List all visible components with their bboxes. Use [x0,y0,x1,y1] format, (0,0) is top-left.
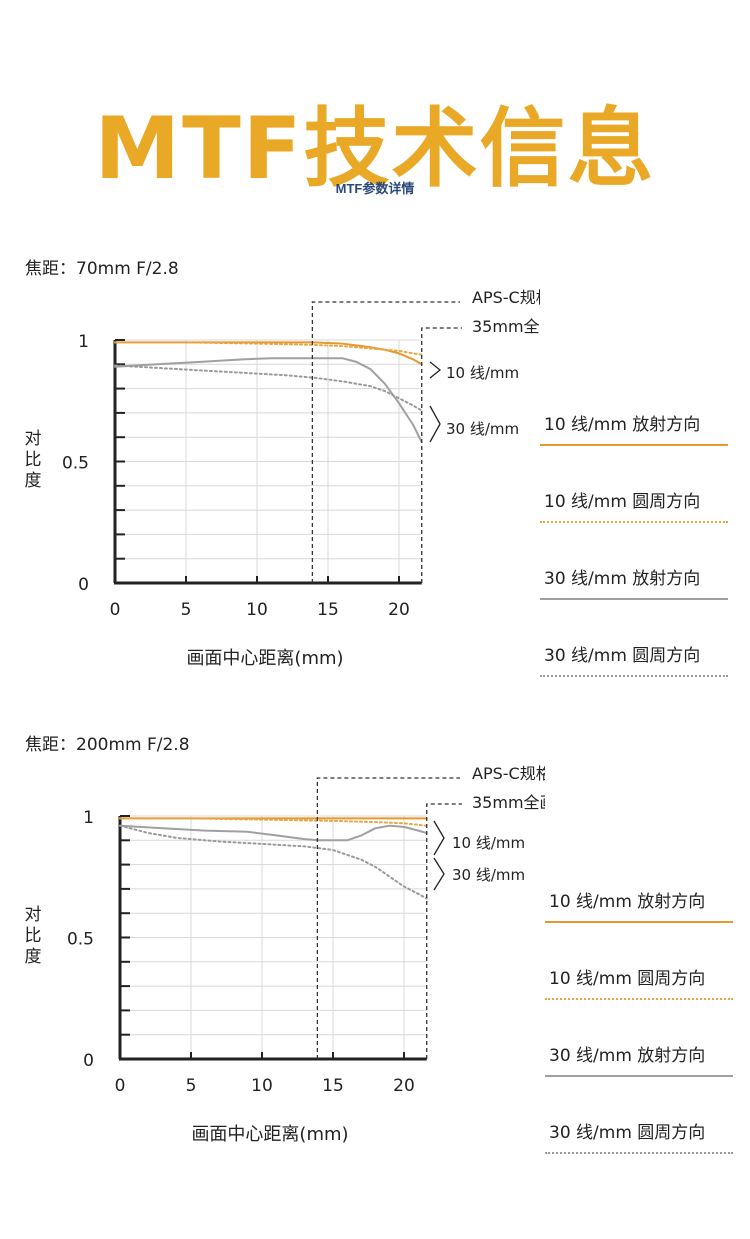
legend-item-30-radial: 30 线/mm 放射方向 [545,1041,733,1081]
legend-item-10-radial: 10 线/mm 放射方向 [545,887,733,927]
y-tick-label: 1 [83,808,94,828]
y-tick-label: 1 [78,332,89,352]
aps-c-marker-line [311,301,460,583]
group-label-30lp: 30 线/mm [446,420,519,438]
legend-swatch-orange-solid [545,921,733,923]
legend-swatch-orange-dotted [540,521,728,523]
x-tick-label: 15 [317,600,339,620]
y-axis-label: 对 [25,905,42,925]
aps-c-marker-label: APS-C规格 [472,764,545,783]
x-tick-label: 0 [115,1076,126,1096]
x-tick-label: 20 [388,600,410,620]
legend-label: 10 线/mm 放射方向 [549,892,706,912]
aps-c-marker-label: APS-C规格 [472,288,540,307]
legend-label: 10 线/mm 圆周方向 [544,492,701,512]
y-tick-label: 0.5 [62,454,89,474]
x-tick-label: 10 [246,600,268,620]
legend-item-10-sagittal: 10 线/mm 圆周方向 [540,487,728,527]
y-axis-label: 比 [25,926,42,946]
focal-length-label-1: 焦距：70mm F/2.8 [25,259,179,279]
legend-item-30-radial: 30 线/mm 放射方向 [540,564,728,604]
legend-label: 10 线/mm 放射方向 [544,415,701,435]
full-frame-marker-line [426,803,462,1059]
legend-swatch-orange-solid [540,444,728,446]
legend-swatch-gray-dotted [540,675,728,677]
series-line-gray-solid [119,824,428,842]
page-title: MTF技术信息 [94,99,656,199]
legend-swatch-gray-solid [540,598,728,600]
group-label-10lp: 10 线/mm [452,834,525,852]
series-line-gray-solid [114,357,423,444]
series-line-orange-solid [114,341,423,366]
legend-swatch-orange-dotted [545,998,733,1000]
legend-label: 30 线/mm 圆周方向 [544,646,701,666]
legend-label: 10 线/mm 圆周方向 [549,969,706,989]
full-frame-marker-label: 35mm全画幅规格 [472,793,545,812]
mtf-chart-200mm: 00.5105101520对比度画面中心距离(mm)APS-C规格35mm全画幅… [25,764,546,1145]
legend-label: 30 线/mm 放射方向 [549,1046,706,1066]
legend-item-30-sagittal: 30 线/mm 圆周方向 [545,1118,733,1158]
y-axis-label: 对 [25,429,42,449]
x-axis-label: 画面中心距离(mm) [186,648,343,669]
bracket-30lp [433,857,445,891]
x-axis-label: 画面中心距离(mm) [191,1124,348,1145]
legend-item-10-sagittal: 10 线/mm 圆周方向 [545,964,733,1004]
x-tick-label: 5 [186,1076,197,1096]
x-tick-label: 20 [393,1076,415,1096]
series-line-gray-dotted [114,364,423,412]
series-line-orange-dotted [114,341,423,356]
group-label-30lp: 30 线/mm [452,866,525,884]
bracket-10lp [429,361,442,379]
page-subtitle: MTF参数详情 [335,181,415,196]
aps-c-marker-line [316,777,460,1059]
bracket-10lp [433,820,445,856]
legend-item-30-sagittal: 30 线/mm 圆周方向 [540,641,728,681]
series-line-orange-dotted [119,817,428,827]
legend-swatch-gray-dotted [545,1152,733,1154]
y-tick-label: 0 [78,575,89,595]
legend-label: 30 线/mm 圆周方向 [549,1123,706,1143]
x-tick-label: 10 [251,1076,273,1096]
mtf-chart-70mm: 00.5105101520对比度画面中心距离(mm)APS-C规格35mm全画幅… [25,288,541,669]
x-tick-label: 0 [110,600,121,620]
y-axis-label: 度 [25,947,42,967]
legend-swatch-gray-solid [545,1075,733,1077]
full-frame-marker-line [421,327,462,583]
legend-label: 30 线/mm 放射方向 [544,569,701,589]
y-tick-label: 0 [83,1051,94,1071]
y-axis-label: 度 [25,471,42,491]
full-frame-marker-label: 35mm全画幅规格 [472,317,540,336]
legend-item-10-radial: 10 线/mm 放射方向 [540,410,728,450]
y-axis-label: 比 [25,450,42,470]
x-tick-label: 5 [181,600,192,620]
focal-length-label-2: 焦距：200mm F/2.8 [25,735,190,755]
group-label-10lp: 10 线/mm [446,364,519,382]
bracket-30lp [429,405,441,443]
y-tick-label: 0.5 [67,930,94,950]
series-line-gray-dotted [119,824,428,900]
x-tick-label: 15 [322,1076,344,1096]
